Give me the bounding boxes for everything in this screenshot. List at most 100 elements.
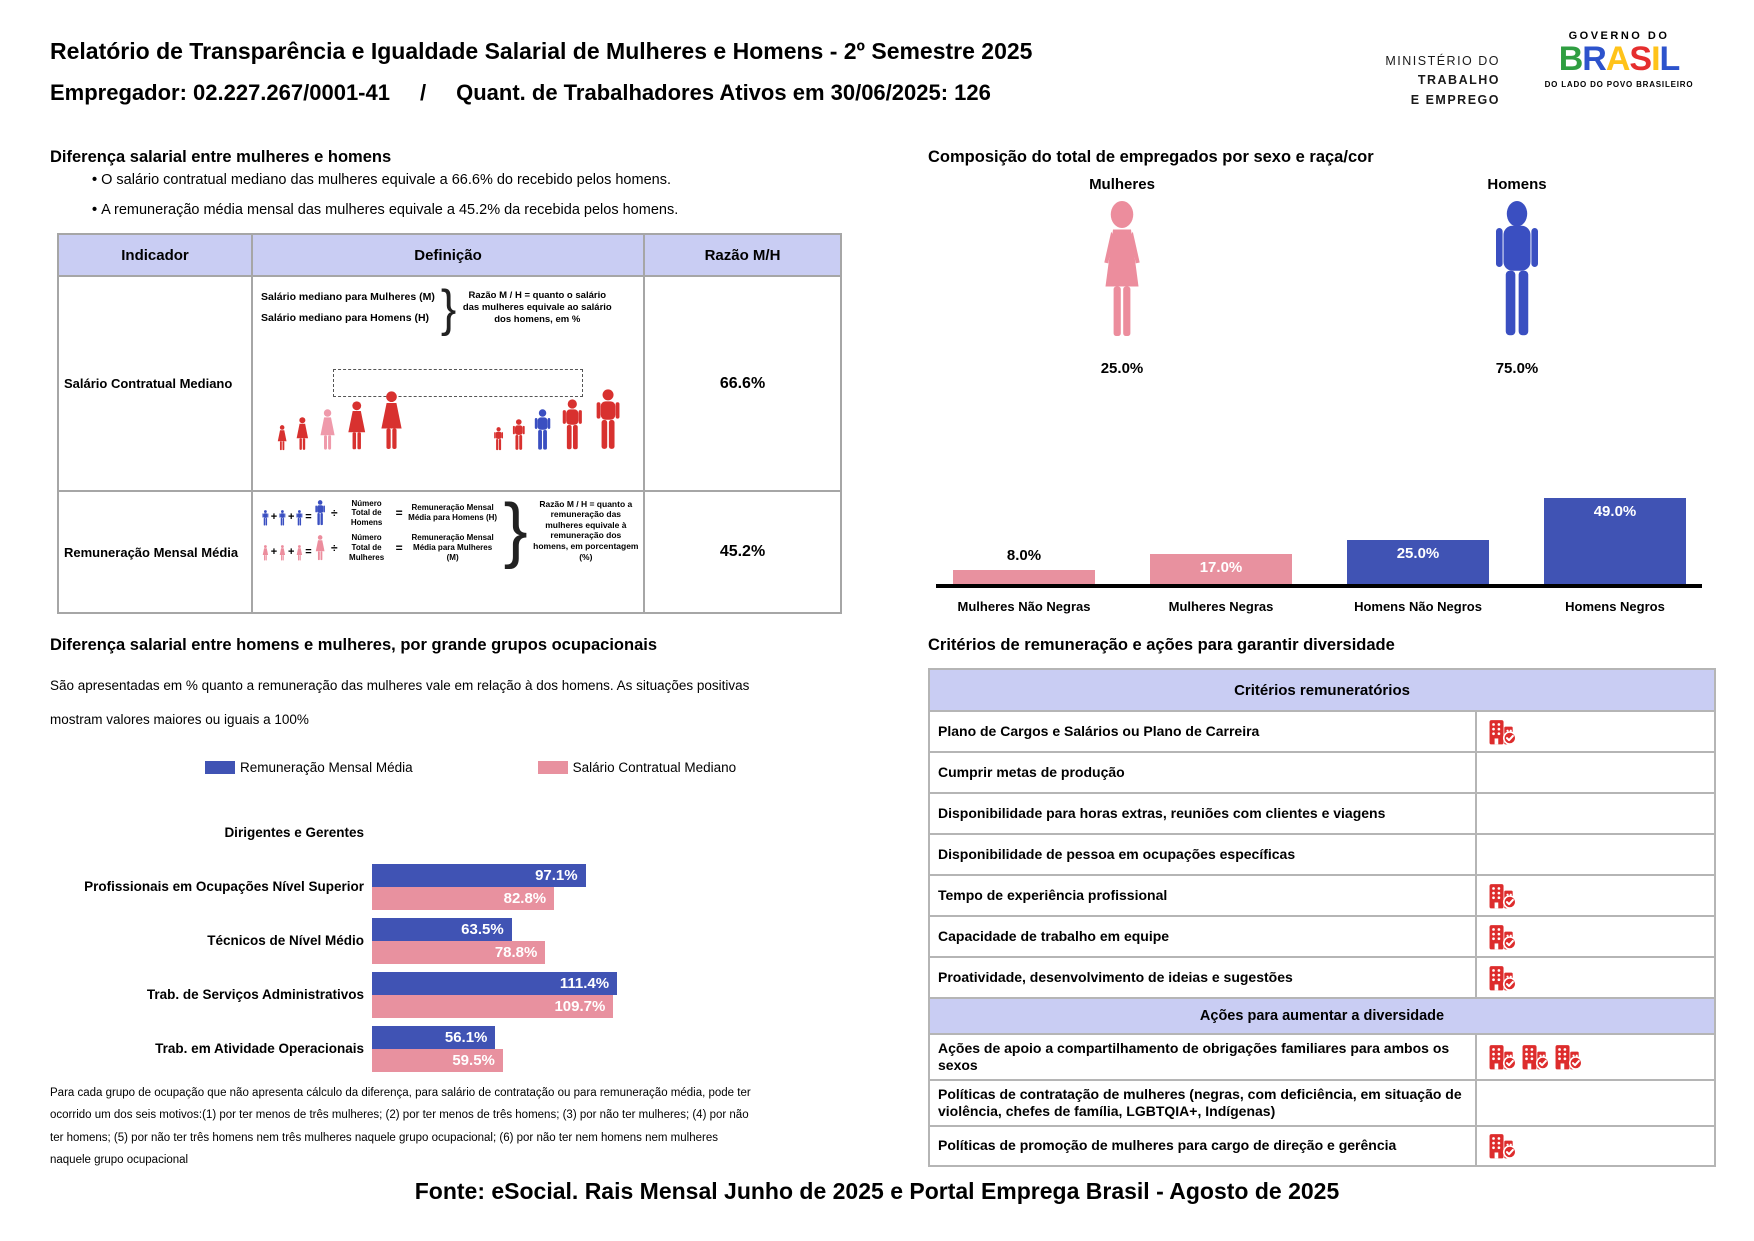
- salary-gap-table: Indicador Definição Razão M/H Salário Co…: [57, 233, 842, 614]
- woman-icon: [320, 409, 335, 450]
- company-check-icon: [1489, 883, 1517, 909]
- governo-do-label: GOVERNO DO: [1568, 30, 1670, 42]
- bar-remuneracao: 56.1%: [372, 1026, 496, 1049]
- criteria-icon-cell: [1474, 1033, 1717, 1081]
- criteria-icon-cell: [1474, 751, 1717, 794]
- man-icon: [262, 510, 269, 526]
- company-check-icon: [1489, 924, 1517, 950]
- legend-salario: Salário Contratual Mediano: [537, 760, 736, 775]
- bar-salario: 78.8%: [372, 941, 546, 964]
- bar-remuneracao: 97.1%: [372, 864, 586, 887]
- criteria-title: Critérios de remuneração e ações para ga…: [928, 636, 1395, 654]
- criteria-icon-cell: [1474, 833, 1717, 876]
- ministry-line1: MINISTÉRIO DO: [1385, 54, 1500, 68]
- criteria-row: Capacidade de trabalho em equipe: [928, 915, 1717, 958]
- woman-icon: [1104, 201, 1140, 336]
- company-check-icon: [1522, 1045, 1550, 1070]
- men-result-label: Remuneração Mensal Média para Homens (H): [408, 503, 498, 522]
- men-group-pictogram: [492, 389, 625, 451]
- salary-gap-title: Diferença salarial entre mulheres e home…: [50, 148, 392, 166]
- indicator-label: Remuneração Mensal Média: [57, 490, 253, 614]
- governo-brasil-logo: GOVERNO DO BRASIL DO LADO DO POVO BRASIL…: [1524, 30, 1714, 89]
- divider: /: [419, 80, 427, 105]
- man-icon: [596, 389, 620, 449]
- man-icon: [563, 399, 583, 450]
- occupational-subtitle-line2: mostram valores maiores ou iguais a 100%: [50, 712, 309, 727]
- criteria-section1-header: Critérios remuneratórios: [927, 668, 1717, 712]
- bar-salario: 59.5%: [372, 1049, 503, 1072]
- divide-sign: ÷: [331, 506, 338, 520]
- bullet-median: O salário contratual mediano das mulhere…: [92, 172, 792, 188]
- median-women-line: Salário mediano para Mulheres (M): [261, 291, 435, 303]
- table-row: Remuneração Mensal Média + + = ÷ Número To…: [57, 490, 842, 614]
- occupation-group: Técnicos de Nível Médio 63.5% 78.8%: [50, 918, 830, 964]
- employer-line: Empregador: 02.227.267/0001-41 / Quant. de…: [50, 80, 991, 106]
- table-header-row: Indicador Definição Razão M/H: [57, 233, 842, 277]
- woman-icon: [279, 544, 286, 561]
- man-icon: [296, 510, 303, 526]
- occupation-group: Trab. em Atividade Operacionais 56.1% 59…: [50, 1026, 830, 1072]
- median-dashed-lines: [333, 369, 583, 398]
- criteria-icon-cell: [1474, 1079, 1717, 1127]
- criteria-row: Plano de Cargos e Salários ou Plano de C…: [928, 710, 1717, 753]
- average-ratio-value: 45.2%: [643, 490, 842, 614]
- company-check-icon: [1489, 1045, 1517, 1070]
- category-label: Mulheres Negras: [1168, 599, 1274, 614]
- man-icon: [1496, 201, 1538, 336]
- bar-homens-negros: 49.0%: [1544, 498, 1686, 584]
- women-label: Mulheres: [1089, 176, 1155, 193]
- criteria-row: Ações de apoio a compartilhamento de obr…: [928, 1033, 1717, 1081]
- bar-homens-nao-negros: 25.0%: [1347, 540, 1489, 584]
- woman-icon: [315, 534, 325, 560]
- criteria-row: Proatividade, desenvolvimento de ideias …: [928, 956, 1717, 999]
- composition-bar-chart: 8.0% 17.0% 25.0% 49.0% Mulheres Não Negr…: [928, 440, 1714, 618]
- bar-salario: 82.8%: [372, 887, 555, 910]
- woman-icon: [296, 417, 309, 450]
- company-check-icon: [1489, 1134, 1517, 1159]
- brasil-wordmark: BRASIL: [1558, 40, 1681, 78]
- criteria-icon-cell: [1474, 792, 1717, 835]
- equals-sign: =: [395, 506, 403, 520]
- company-check-icon: [1555, 1045, 1583, 1070]
- criteria-row: Cumprir metas de produção: [928, 751, 1717, 794]
- men-average-formula: + + = ÷ Número Total de Homens = Remuneraç…: [261, 499, 499, 528]
- woman-icon: [297, 544, 303, 561]
- criteria-icon-cell: [1474, 915, 1717, 958]
- man-icon: [494, 427, 504, 451]
- man-icon: [512, 419, 525, 451]
- page-title: Relatório de Transparência e Igualdade S…: [50, 38, 1033, 64]
- pink-swatch-icon: [537, 761, 568, 774]
- composition-title: Composição do total de empregados por se…: [928, 148, 1374, 166]
- col-indicador: Indicador: [57, 233, 253, 277]
- brace-icon: [504, 498, 528, 563]
- criteria-icon-cell: [1474, 710, 1717, 753]
- occupation-group: Dirigentes e Gerentes: [224, 825, 364, 841]
- table-row: Salário Contratual Mediano Salário media…: [57, 275, 842, 492]
- median-ratio-note: Razão M / H = quanto o salário das mulhe…: [462, 290, 612, 325]
- occupational-bar-chart: Dirigentes e Gerentes Profissionais em O…: [50, 810, 830, 1080]
- category-label: Mulheres Não Negras: [957, 599, 1091, 614]
- man-icon: [535, 409, 551, 450]
- bar-mulheres-nao-negras: 8.0%: [953, 547, 1095, 584]
- brace-icon: [441, 283, 456, 334]
- women-result-label: Remuneração Mensal Média para Mulheres (…: [411, 533, 494, 562]
- col-definicao: Definição: [251, 233, 645, 277]
- men-sum-pictogram: + + =: [261, 500, 327, 526]
- indicator-label: Salário Contratual Mediano: [57, 275, 253, 492]
- company-check-icon: [1489, 719, 1517, 745]
- man-icon: [279, 510, 286, 526]
- bullet-average: A remuneração média mensal das mulheres …: [92, 202, 792, 218]
- bar-mulheres-negras: 17.0%: [1150, 554, 1292, 584]
- man-icon: [315, 500, 325, 526]
- bar-remuneracao: 63.5%: [372, 918, 512, 941]
- criteria-row: Políticas de contratação de mulheres (ne…: [928, 1079, 1717, 1127]
- salary-gap-bullets: O salário contratual mediano das mulhere…: [92, 172, 792, 232]
- brasil-tagline: DO LADO DO POVO BRASILEIRO: [1544, 79, 1694, 89]
- criteria-table: Critérios remuneratórios Plano de Cargos…: [927, 668, 1717, 1167]
- average-ratio-note: Razão M / H = quanto a remuneração das m…: [533, 498, 639, 562]
- source-line: Fonte: eSocial. Rais Mensal Junho de 202…: [414, 1178, 1340, 1204]
- occupational-footnote: Para cada grupo de ocupação que não apre…: [50, 1087, 751, 1167]
- criteria-icon-cell: [1474, 874, 1717, 917]
- women-group-pictogram: [275, 391, 408, 451]
